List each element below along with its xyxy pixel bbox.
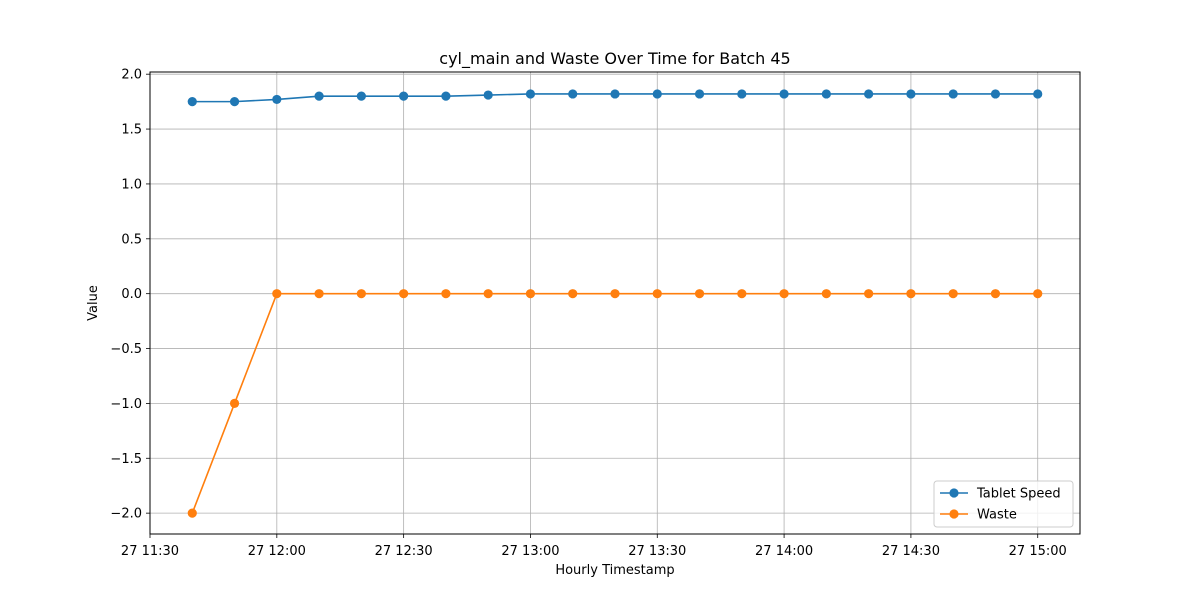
y-tick-label: −1.5	[110, 452, 142, 467]
data-point-tablet-speed	[779, 89, 789, 99]
data-point-tablet-speed	[694, 89, 705, 99]
data-point-tablet-speed	[356, 91, 366, 101]
y-tick-label: 0.0	[121, 287, 142, 302]
data-point-waste	[652, 289, 662, 299]
data-point-waste	[906, 289, 916, 299]
y-axis-title: Value	[86, 285, 101, 321]
data-point-tablet-speed	[314, 91, 324, 101]
data-point-waste	[229, 398, 240, 409]
x-tick-label: 27 11:30	[121, 544, 179, 559]
data-point-tablet-speed	[483, 90, 493, 100]
data-point-waste	[314, 289, 324, 299]
data-point-waste	[737, 289, 747, 299]
data-point-waste	[610, 289, 620, 299]
data-point-tablet-speed	[864, 89, 874, 99]
data-point-waste	[187, 508, 197, 518]
x-tick-label: 27 13:00	[501, 544, 559, 559]
axis-ticks: 2.0 1.5 1.0 0.5 0.0 −0.5 −1.0 −1.5 −2.0 27 11:30 2…	[110, 68, 1066, 559]
plot-area-frame	[149, 71, 1081, 535]
data-point-waste	[441, 289, 451, 299]
data-point-tablet-speed	[568, 89, 578, 99]
data-point-waste	[483, 289, 493, 299]
legend-label-waste: Waste	[977, 508, 1017, 523]
data-point-waste	[1033, 289, 1043, 299]
x-tick-label: 27 12:30	[375, 544, 433, 559]
data-point-tablet-speed	[990, 89, 1001, 99]
x-tick-label: 27 15:00	[1009, 544, 1067, 559]
data-point-waste	[568, 289, 578, 299]
legend-marker-waste	[949, 509, 959, 519]
data-point-waste	[272, 289, 282, 299]
data-point-waste	[990, 289, 1001, 299]
legend: Tablet Speed Waste	[933, 480, 1074, 528]
data-point-tablet-speed	[399, 91, 409, 101]
data-point-waste	[356, 289, 366, 299]
data-point-waste	[779, 289, 789, 299]
data-point-tablet-speed	[737, 89, 747, 99]
legend-box	[933, 480, 1074, 528]
data-point-tablet-speed	[525, 89, 536, 99]
x-tick-label: 27 13:30	[628, 544, 686, 559]
y-tick-label: 2.0	[121, 68, 142, 83]
data-point-tablet-speed	[906, 89, 916, 99]
chart-title: cyl_main and Waste Over Time for Batch 4…	[439, 49, 790, 69]
series-layer	[187, 89, 1043, 518]
y-tick-label: 1.5	[121, 123, 142, 138]
series-waste	[187, 289, 1043, 518]
x-tick-label: 27 14:30	[882, 544, 940, 559]
y-tick-label: 0.5	[121, 232, 142, 247]
x-tick-label: 27 12:00	[248, 544, 306, 559]
x-axis-title: Hourly Timestamp	[555, 563, 674, 578]
y-tick-label: −2.0	[110, 507, 142, 522]
y-tick-label: 1.0	[121, 177, 142, 192]
data-point-waste	[694, 289, 705, 299]
data-point-tablet-speed	[1033, 89, 1043, 99]
data-point-tablet-speed	[272, 94, 282, 105]
data-point-tablet-speed	[652, 89, 662, 99]
data-point-waste	[821, 289, 831, 299]
data-point-tablet-speed	[229, 97, 240, 107]
legend-label-tablet-speed: Tablet Speed	[976, 487, 1061, 502]
data-point-waste	[525, 289, 536, 299]
data-point-tablet-speed	[610, 89, 620, 99]
data-point-tablet-speed	[821, 89, 831, 99]
x-tick-label: 27 14:00	[755, 544, 813, 559]
series-tablet-speed	[187, 89, 1043, 107]
y-tick-label: −1.0	[110, 397, 142, 412]
data-point-tablet-speed	[948, 89, 958, 99]
y-tick-label: −0.5	[110, 342, 142, 357]
legend-marker-tablet-speed	[949, 488, 959, 498]
data-point-waste	[399, 289, 409, 299]
data-point-tablet-speed	[441, 91, 451, 101]
data-point-tablet-speed	[187, 97, 197, 107]
data-point-waste	[948, 289, 958, 299]
data-point-waste	[864, 289, 874, 299]
